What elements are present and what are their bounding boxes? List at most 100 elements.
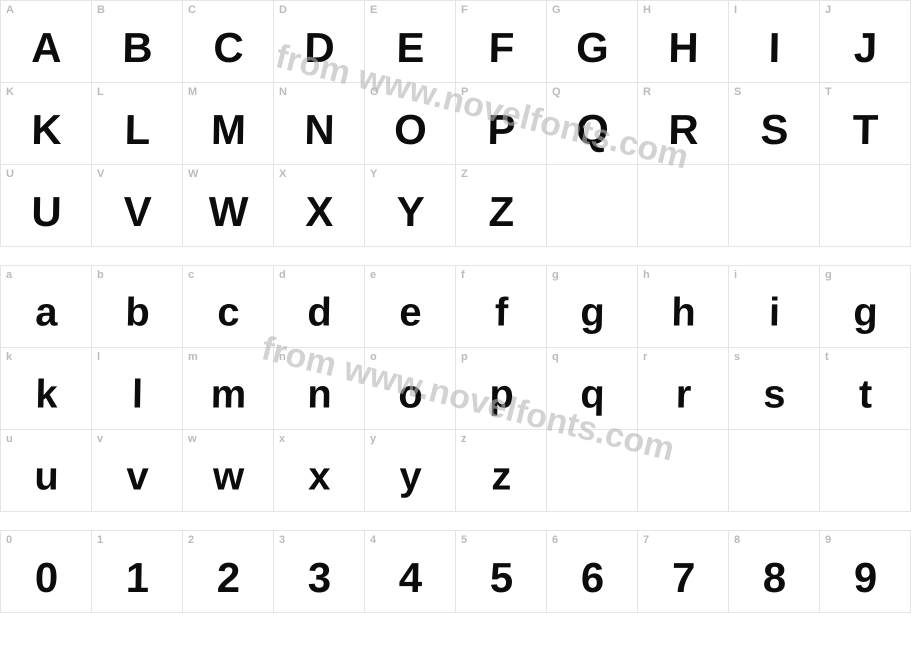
glyph-cell: mm [183,348,274,430]
glyph-cell-empty [638,165,729,247]
glyph-cell: pp [456,348,547,430]
glyph-cell: 11 [92,531,183,613]
glyph-label: U [6,168,14,180]
glyph: n [307,372,331,417]
glyph-cell: QQ [547,83,638,165]
glyph: c [217,290,239,335]
glyph-cell: tt [820,348,911,430]
glyph: Z [488,188,513,236]
glyph-block-uppercase: AABBCCDDEEFFGGHHIIJJKKLLMMNNOOPPQQRRSSTT… [0,0,911,247]
glyph: K [31,106,61,154]
glyph-label: n [279,351,286,363]
glyph: q [580,372,604,417]
glyph-label: 9 [825,534,831,546]
glyph: J [853,24,876,72]
glyph: v [126,454,148,499]
glyph-label: 8 [734,534,740,546]
glyph-cell: UU [1,165,92,247]
glyph-cell: RR [638,83,729,165]
glyph-label: C [188,4,196,16]
glyph-label: S [734,86,742,98]
glyph-cell: dd [274,266,365,348]
glyph-cell: 22 [183,531,274,613]
glyph-cell: 44 [365,531,456,613]
glyph-cell: ww [183,430,274,512]
glyph: D [304,24,334,72]
glyph-label: e [370,269,376,281]
glyph: F [488,24,513,72]
glyph-cell: 88 [729,531,820,613]
glyph-label: h [643,269,650,281]
glyph: 3 [307,554,330,602]
glyph-cell: aa [1,266,92,348]
glyph-label: t [825,351,829,363]
glyph-label: G [552,4,561,16]
glyph-cell-empty [547,430,638,512]
glyph-label: 0 [6,534,12,546]
glyph: t [858,372,871,417]
glyph: O [394,106,427,154]
glyph: 8 [762,554,785,602]
glyph-cell-empty [729,430,820,512]
glyph-label: g [552,269,559,281]
glyph-label: R [643,86,651,98]
glyph-label: g [825,269,832,281]
glyph: B [122,24,152,72]
glyph-label: q [552,351,559,363]
glyph-label: w [188,433,197,445]
glyph: Y [396,188,424,236]
glyph-block-digits: 00112233445566778899 [0,530,911,613]
glyph-label: E [370,4,378,16]
glyph-label: Z [461,168,468,180]
glyph-label: 3 [279,534,285,546]
glyph-label: M [188,86,197,98]
glyph-grid: AABBCCDDEEFFGGHHIIJJKKLLMMNNOOPPQQRRSSTT… [0,0,911,247]
glyph-label: D [279,4,287,16]
glyph: u [34,454,58,499]
glyph-cell: SS [729,83,820,165]
glyph-cell: II [729,1,820,83]
glyph-cell: qq [547,348,638,430]
glyph: 5 [489,554,512,602]
glyph-label: K [6,86,14,98]
glyph: I [768,24,780,72]
font-character-map: AABBCCDDEEFFGGHHIIJJKKLLMMNNOOPPQQRRSSTT… [0,0,911,613]
glyph: S [760,106,788,154]
glyph-label: W [188,168,199,180]
glyph: a [35,290,57,335]
glyph-label: L [97,86,104,98]
glyph-label: f [461,269,465,281]
glyph-cell-empty [547,165,638,247]
glyph-cell: gg [547,266,638,348]
glyph: d [307,290,331,335]
glyph: l [132,372,143,417]
glyph-label: k [6,351,12,363]
glyph-cell: 77 [638,531,729,613]
glyph: R [668,106,698,154]
glyph: r [675,372,690,417]
glyph: E [396,24,424,72]
glyph-label: i [734,269,737,281]
glyph: 4 [398,554,421,602]
glyph-label: s [734,351,740,363]
glyph-cell: PP [456,83,547,165]
glyph: Q [576,106,609,154]
glyph-label: c [188,269,194,281]
glyph-cell: hh [638,266,729,348]
glyph: s [763,372,785,417]
glyph-cell: 99 [820,531,911,613]
glyph-label: Q [552,86,561,98]
glyph-cell: YY [365,165,456,247]
glyph: e [399,290,421,335]
glyph: f [494,290,507,335]
glyph-label: F [461,4,468,16]
glyph-cell: nn [274,348,365,430]
glyph-grid: 00112233445566778899 [0,530,911,613]
glyph-label: 1 [97,534,103,546]
glyph-cell: bb [92,266,183,348]
glyph: x [308,454,330,499]
glyph: i [769,290,780,335]
glyph: 1 [125,554,148,602]
glyph-cell: KK [1,83,92,165]
glyph: N [304,106,334,154]
